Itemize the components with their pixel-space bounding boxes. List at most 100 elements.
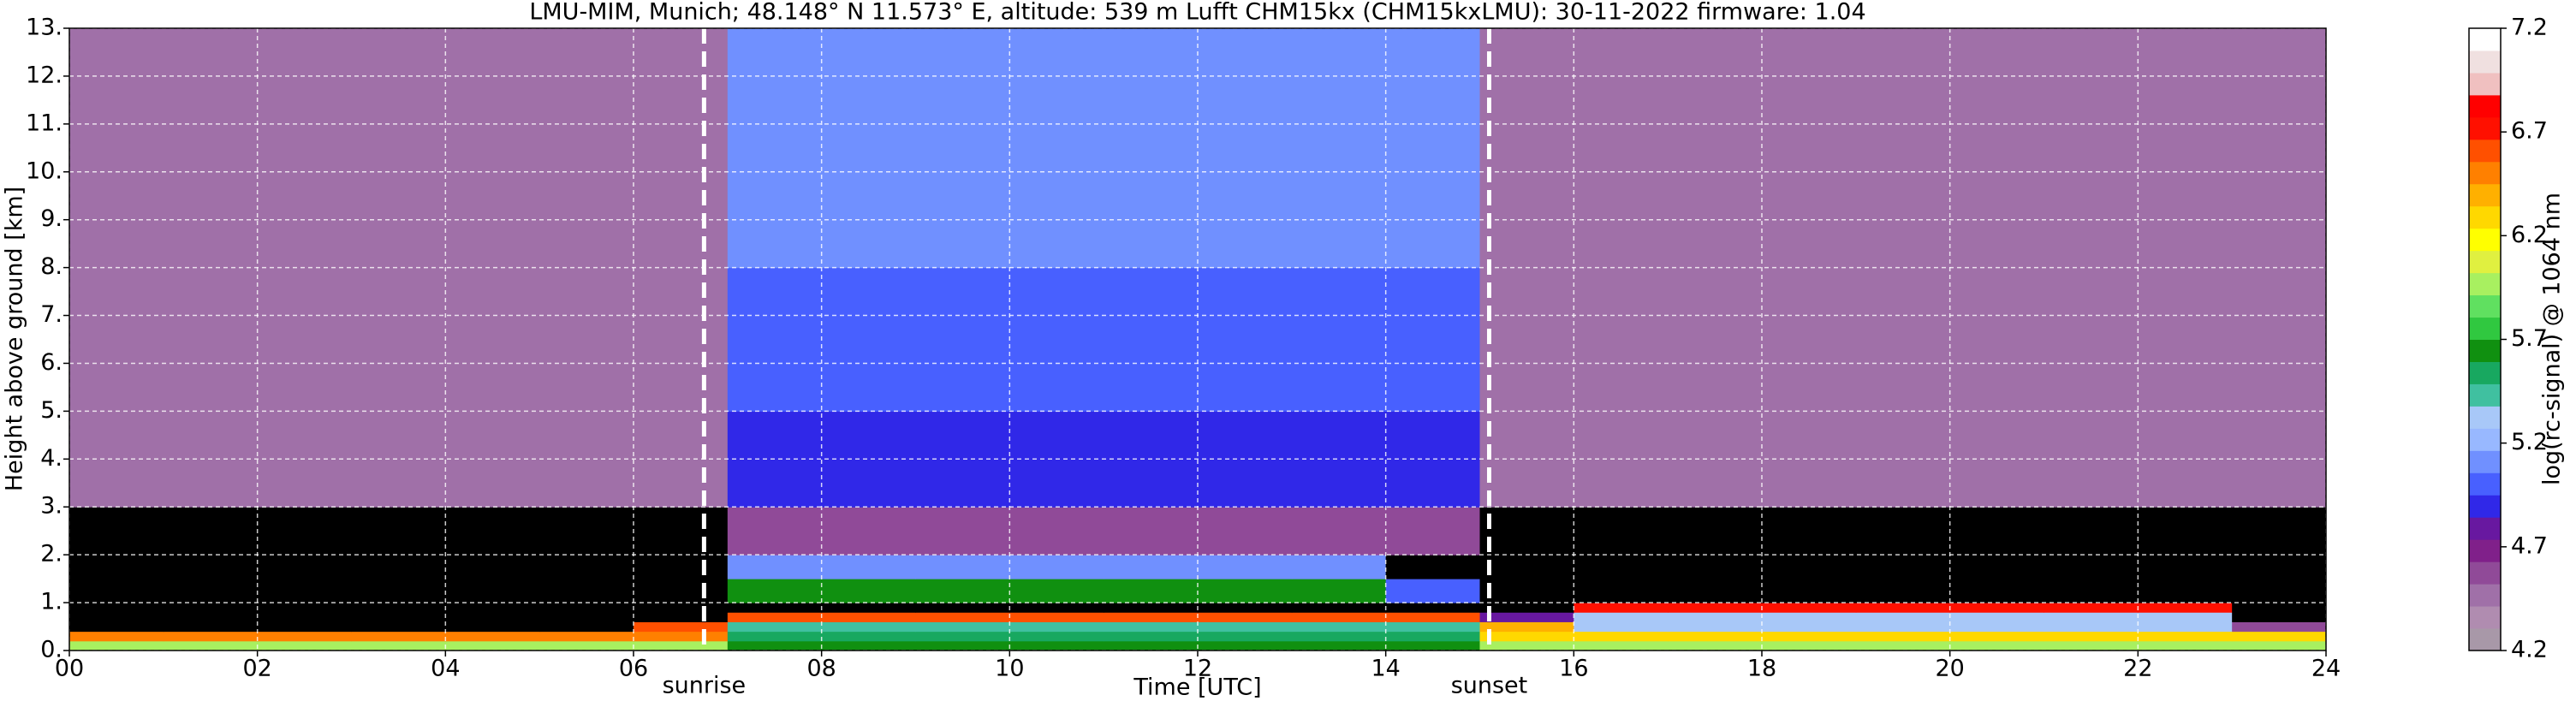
heatmap-cell xyxy=(1104,579,1199,603)
heatmap-cell xyxy=(1291,579,1387,603)
heatmap-cell xyxy=(634,621,729,633)
heatmap-cell xyxy=(163,603,259,613)
heatmap-cell xyxy=(2232,555,2327,579)
heatmap-cell xyxy=(727,621,823,633)
x-tick-label: 18 xyxy=(1747,656,1776,682)
heatmap-cell xyxy=(821,612,916,622)
heatmap-cell xyxy=(1574,631,1669,642)
heatmap-cell xyxy=(1574,640,1669,651)
heatmap-cell xyxy=(539,612,634,622)
heatmap-cell xyxy=(1855,555,1951,579)
heatmap-cell xyxy=(2138,267,2233,412)
y-tick-label: 0. xyxy=(40,637,62,663)
heatmap-cell xyxy=(2232,507,2327,556)
y-tick-label: 8. xyxy=(40,253,62,280)
x-tick-label: 04 xyxy=(431,656,460,682)
x-tick-label: 00 xyxy=(55,656,84,682)
heatmap-cell xyxy=(1291,411,1387,508)
colorbar-swatch xyxy=(2469,250,2501,274)
heatmap-cell xyxy=(1385,28,1480,269)
heatmap-cell xyxy=(1198,579,1293,603)
heatmap-cell xyxy=(257,28,352,269)
heatmap-cell xyxy=(351,555,446,579)
heatmap-cell xyxy=(1668,631,1763,642)
heatmap-cell xyxy=(1479,631,1574,642)
heatmap-cell xyxy=(1009,603,1104,613)
colorbar-swatch xyxy=(2469,428,2501,451)
heatmap-cell xyxy=(821,267,916,412)
heatmap-cell xyxy=(1198,612,1293,622)
colorbar-tick-label: 4.2 xyxy=(2511,637,2548,663)
heatmap-cell xyxy=(1855,603,1951,613)
heatmap-cell xyxy=(163,28,259,269)
heatmap-cell xyxy=(1198,621,1293,633)
heatmap-cell xyxy=(2138,579,2233,603)
colorbar-swatch xyxy=(2469,406,2501,429)
heatmap-cell xyxy=(1668,612,1763,622)
heatmap-cell xyxy=(821,631,916,642)
x-tick-label: 22 xyxy=(2123,656,2152,682)
heatmap-cell xyxy=(2044,612,2139,622)
heatmap-cell xyxy=(1104,28,1199,269)
heatmap-cell xyxy=(539,603,634,613)
x-axis-label: Time [UTC] xyxy=(1133,674,1261,701)
heatmap-cell xyxy=(163,621,259,633)
heatmap-cell xyxy=(1385,631,1480,642)
heatmap-cell xyxy=(351,631,446,642)
heatmap-cell xyxy=(1668,507,1763,556)
heatmap-cell xyxy=(727,267,823,412)
heatmap-cell xyxy=(1104,603,1199,613)
heatmap-cell xyxy=(821,640,916,651)
heatmap-cell xyxy=(1949,631,2044,642)
heatmap-cell xyxy=(2232,411,2327,508)
colorbar-swatch xyxy=(2469,72,2501,96)
heatmap-cell xyxy=(257,555,352,579)
heatmap-cell xyxy=(1009,612,1104,622)
heatmap-cell xyxy=(2044,621,2139,633)
heatmap-cell xyxy=(1104,267,1199,412)
heatmap-cell xyxy=(445,555,540,579)
heatmap-cell xyxy=(445,28,540,269)
heatmap-cell xyxy=(539,28,634,269)
heatmap-cell xyxy=(1104,640,1199,651)
heatmap-cell xyxy=(1479,621,1574,633)
heatmap-cell xyxy=(727,603,823,613)
heatmap-cell xyxy=(1479,603,1574,613)
heatmap-cell xyxy=(1949,267,2044,412)
heatmap-cell xyxy=(351,267,446,412)
heatmap-cell xyxy=(727,28,823,269)
heatmap-cell xyxy=(1668,555,1763,579)
heatmap-cell xyxy=(1385,267,1480,412)
heatmap-cell xyxy=(2138,603,2233,613)
colorbar-swatch xyxy=(2469,472,2501,496)
colorbar-swatch xyxy=(2469,139,2501,163)
heatmap-cell xyxy=(163,507,259,556)
heatmap-cell xyxy=(1479,507,1574,556)
colorbar-swatch xyxy=(2469,161,2501,185)
heatmap-cell xyxy=(2232,579,2327,603)
heatmap-cell xyxy=(1104,612,1199,622)
heatmap-cell xyxy=(915,612,1010,622)
colorbar-swatch xyxy=(2469,539,2501,562)
heatmap-cell xyxy=(821,621,916,633)
heatmap-cell xyxy=(634,579,729,603)
heatmap-cell xyxy=(1198,555,1293,579)
heatmap-cell xyxy=(1574,579,1669,603)
heatmap-cell xyxy=(2138,631,2233,642)
heatmap-cell xyxy=(634,267,729,412)
heatmap-cell xyxy=(1479,612,1574,622)
y-tick-label: 7. xyxy=(40,301,62,328)
colorbar-swatch xyxy=(2469,361,2501,384)
heatmap-cell xyxy=(1762,507,1857,556)
heatmap-cell xyxy=(163,612,259,622)
colorbar-swatch xyxy=(2469,495,2501,518)
heatmap-cell xyxy=(351,621,446,633)
colorbar-swatch xyxy=(2469,317,2501,340)
heatmap-cell xyxy=(1104,631,1199,642)
heatmap-cell xyxy=(163,267,259,412)
heatmap-cell xyxy=(539,640,634,651)
heatmap-cell xyxy=(1949,603,2044,613)
heatmap-cell xyxy=(539,267,634,412)
heatmap-cell xyxy=(1949,507,2044,556)
heatmap-cell xyxy=(257,631,352,642)
